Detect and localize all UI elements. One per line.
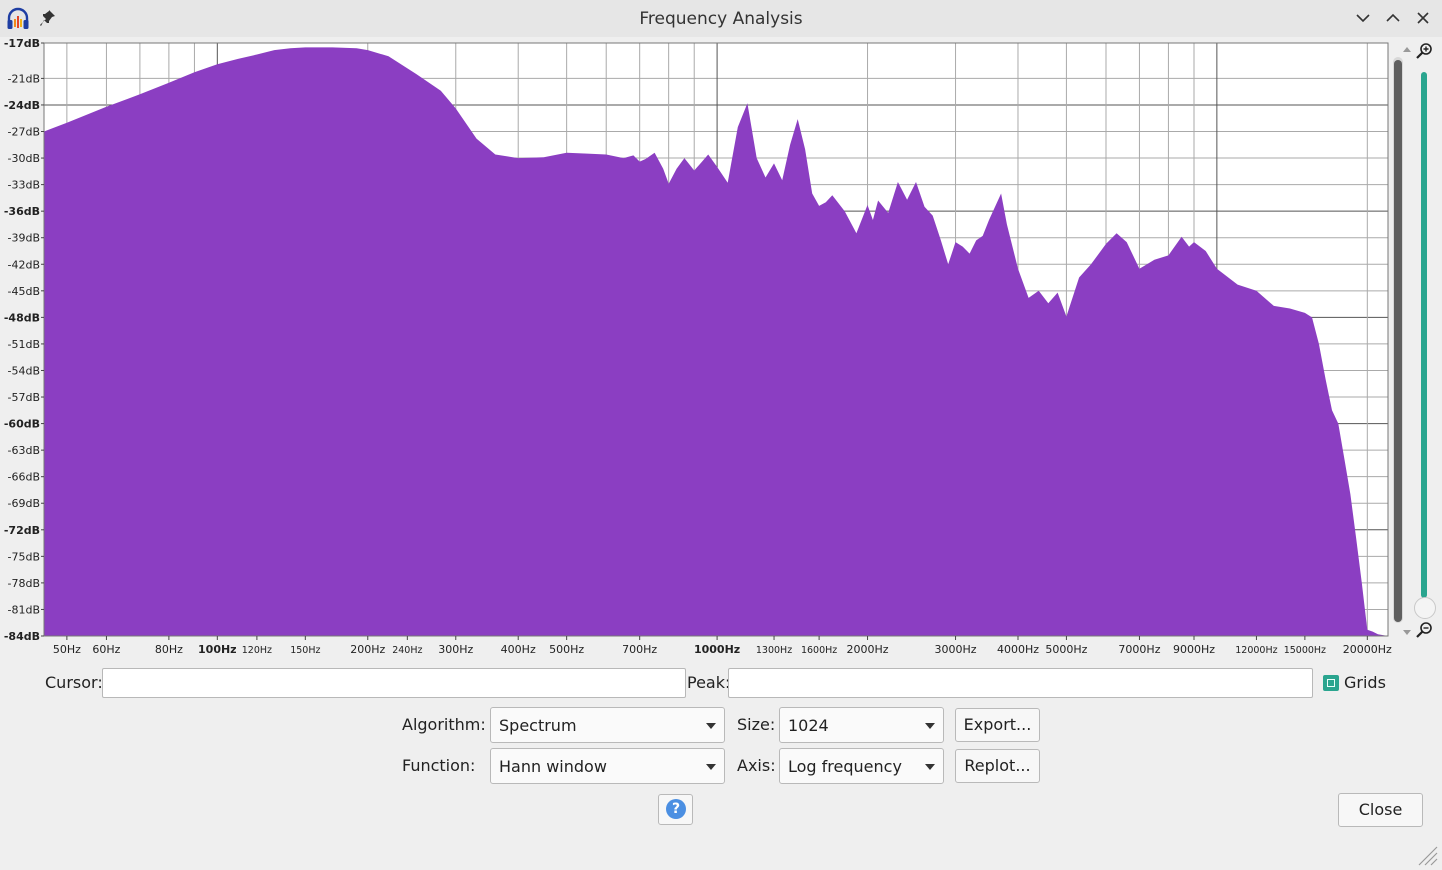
- scroll-up-icon[interactable]: [1403, 44, 1411, 54]
- y-tick-label: -45dB: [8, 285, 41, 298]
- spectrum-plot[interactable]: -17dB -21dB -24dB -27dB -30dB -33dB -36dB -39dB…: [0, 0, 1442, 670]
- zoom-in-icon[interactable]: [1414, 41, 1434, 61]
- x-tick-label: 300Hz: [438, 643, 473, 656]
- cursor-label: Cursor:: [45, 673, 103, 692]
- y-tick-label: -51dB: [8, 338, 41, 351]
- cursor-field[interactable]: [102, 668, 686, 698]
- x-tick-label: 700Hz: [622, 643, 657, 656]
- export-button[interactable]: Export...: [955, 708, 1040, 742]
- window-title: Frequency Analysis: [639, 9, 803, 29]
- x-tick-label: 400Hz: [501, 643, 536, 656]
- x-tick-label: 12000Hz: [1235, 645, 1277, 656]
- size-select[interactable]: 1024: [779, 707, 944, 743]
- grids-checkbox[interactable]: [1323, 675, 1339, 691]
- y-tick-label: -36dB: [4, 205, 40, 218]
- y-tick-label: -24dB: [4, 99, 40, 112]
- x-tick-label: 1000Hz: [694, 643, 740, 656]
- peak-field[interactable]: [728, 668, 1313, 698]
- x-tick-label: 20000Hz: [1343, 643, 1392, 656]
- y-tick-label: -60dB: [4, 418, 40, 431]
- spectrum-area: [44, 47, 1388, 636]
- axis-select[interactable]: Log frequency: [779, 748, 944, 784]
- y-tick-label: -72dB: [4, 524, 40, 537]
- function-label: Function:: [402, 756, 476, 775]
- y-tick-label: -57dB: [8, 391, 41, 404]
- replot-button[interactable]: Replot...: [955, 749, 1040, 783]
- scroll-down-icon[interactable]: [1403, 628, 1411, 638]
- y-tick-label: -33dB: [8, 179, 41, 192]
- algorithm-value: Spectrum: [499, 716, 577, 735]
- zoom-out-icon[interactable]: [1414, 620, 1434, 640]
- close-icon[interactable]: [1413, 8, 1433, 28]
- y-tick-label: -66dB: [8, 471, 41, 484]
- function-select[interactable]: Hann window: [490, 748, 725, 784]
- grids-label[interactable]: Grids: [1344, 673, 1386, 692]
- vertical-zoom-handle[interactable]: [1414, 597, 1436, 619]
- algorithm-label: Algorithm:: [402, 715, 486, 734]
- headphones-icon[interactable]: [6, 7, 30, 31]
- y-tick-label: -27dB: [8, 126, 41, 139]
- axis-label: Axis:: [737, 756, 776, 775]
- pin-icon[interactable]: [40, 9, 56, 27]
- y-tick-label: -69dB: [8, 497, 41, 510]
- size-label: Size:: [737, 715, 776, 734]
- function-value: Hann window: [499, 757, 607, 776]
- close-button[interactable]: Close: [1338, 793, 1423, 827]
- x-tick-label: 7000Hz: [1118, 643, 1160, 656]
- y-tick-label: -17dB: [4, 37, 40, 50]
- y-tick-label: -84dB: [4, 630, 40, 643]
- x-tick-label: 3000Hz: [935, 643, 977, 656]
- y-axis: -17dB -21dB -24dB -27dB -30dB -33dB -36dB -39dB…: [4, 37, 44, 643]
- chevron-down-icon: [925, 723, 935, 729]
- vertical-zoom-slider[interactable]: [1421, 72, 1427, 598]
- help-button[interactable]: ?: [658, 794, 693, 825]
- y-tick-label: -63dB: [8, 444, 41, 457]
- plot-frame: [43, 42, 1389, 637]
- y-tick-label: -81dB: [8, 603, 41, 616]
- scrollbar-thumb[interactable]: [1394, 60, 1402, 622]
- title-bar: Frequency Analysis: [0, 0, 1442, 37]
- size-value: 1024: [788, 716, 829, 735]
- x-tick-label: 240Hz: [392, 645, 422, 656]
- y-tick-label: -78dB: [8, 577, 41, 590]
- x-tick-label: 150Hz: [290, 645, 320, 656]
- x-tick-label: 9000Hz: [1173, 643, 1215, 656]
- resize-grip-icon[interactable]: [1415, 843, 1439, 867]
- minimize-icon[interactable]: [1353, 8, 1373, 28]
- help-icon: ?: [666, 799, 686, 819]
- x-tick-label: 50Hz: [53, 643, 81, 656]
- x-tick-label: 2000Hz: [847, 643, 889, 656]
- x-tick-label: 100Hz: [198, 643, 237, 656]
- chevron-down-icon: [706, 764, 716, 770]
- x-tick-label: 200Hz: [350, 643, 385, 656]
- y-tick-label: -30dB: [8, 152, 41, 165]
- x-tick-label: 1600Hz: [801, 645, 837, 656]
- y-tick-label: -75dB: [8, 550, 41, 563]
- x-tick-label: 60Hz: [92, 643, 120, 656]
- x-tick-label: 1300Hz: [756, 645, 792, 656]
- x-tick-label: 5000Hz: [1045, 643, 1087, 656]
- x-axis: 50Hz 60Hz 80Hz 100Hz 120Hz 150Hz 200Hz 240Hz 300…: [53, 636, 1392, 656]
- y-tick-label: -42dB: [8, 258, 41, 271]
- x-tick-label: 4000Hz: [997, 643, 1039, 656]
- y-tick-label: -54dB: [8, 364, 41, 377]
- y-tick-label: -39dB: [8, 232, 41, 245]
- axis-value: Log frequency: [788, 757, 902, 776]
- chevron-down-icon: [925, 764, 935, 770]
- x-tick-label: 120Hz: [242, 645, 272, 656]
- algorithm-select[interactable]: Spectrum: [490, 707, 725, 743]
- y-tick-label: -21dB: [8, 72, 41, 85]
- x-tick-label: 80Hz: [155, 643, 183, 656]
- x-tick-label: 15000Hz: [1284, 645, 1326, 656]
- x-tick-label: 500Hz: [549, 643, 584, 656]
- peak-label: Peak:: [687, 673, 731, 692]
- y-tick-label: -48dB: [4, 311, 40, 324]
- maximize-icon[interactable]: [1383, 8, 1403, 28]
- chevron-down-icon: [706, 723, 716, 729]
